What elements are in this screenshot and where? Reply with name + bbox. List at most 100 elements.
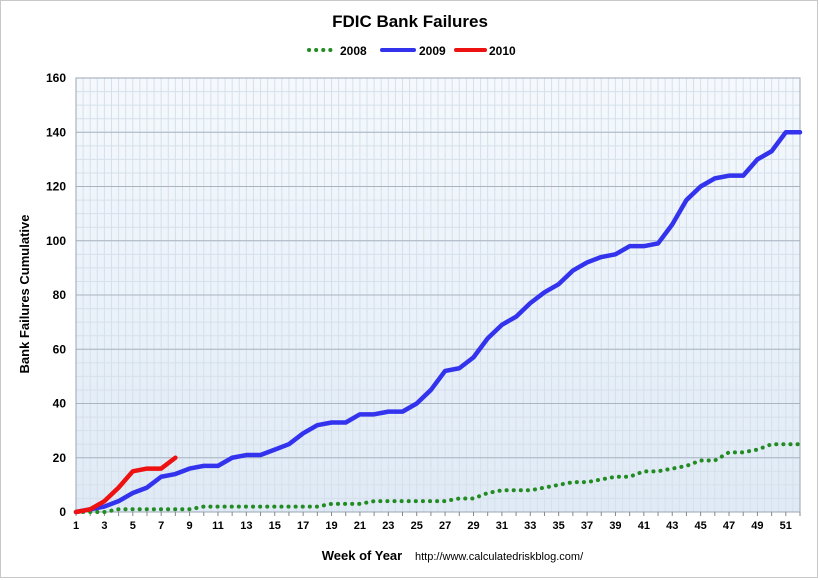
series-2008-point [800,444,801,445]
series-2009-point [104,506,105,507]
x-tick-label: 13 [240,520,252,532]
series-2008-point [274,506,275,507]
x-tick-label: 21 [354,520,366,532]
series-2009-point [615,254,616,255]
x-tick-label: 9 [187,520,193,532]
series-2008-point [544,487,545,488]
series-2009-line [73,130,803,515]
series-2008-point [601,479,602,480]
series-2008-point [743,452,744,453]
series-2008-point [615,476,616,477]
series-2008-point [757,449,758,450]
series-2009-point [544,292,545,293]
series-2009-point [771,151,772,152]
series-2009-point [757,159,758,160]
series-2010-point [104,501,105,502]
series-2009-point [189,468,190,469]
x-tick-label: 17 [297,520,309,532]
series-2008-point [700,460,701,461]
series-2008-point [90,512,91,513]
series-2009-point [800,132,801,133]
y-tick-label: 160 [46,71,66,85]
series-2010-point [76,512,77,513]
x-tick-label: 15 [269,520,281,532]
y-tick-label: 60 [53,342,67,356]
series-2008-point [345,503,346,504]
series-2009-point [729,175,730,176]
series-2008-point [587,482,588,483]
series-2009-point [530,303,531,304]
series-2008-point [232,506,233,507]
x-tick-label: 51 [780,520,792,532]
series-2009-point [416,403,417,404]
series-2008-point [629,476,630,477]
series-2008-point [317,506,318,507]
series-2008-point [175,509,176,510]
x-axis-ticks: 1 3 5 7 9 11 13 15 17 19 21 23 25 27 29 31 33 35 37 39 41 43 4… [73,512,801,532]
series-layer [73,130,803,515]
series-2009-point [686,200,687,201]
series-2008-point [672,468,673,469]
series-2008-point [388,501,389,502]
x-tick-label: 3 [101,520,107,532]
x-tick-label: 47 [723,520,735,532]
legend-2010-label: 2010 [489,44,516,58]
x-tick-label: 45 [695,520,707,532]
series-2008-point [146,509,147,510]
y-tick-label: 140 [46,125,66,139]
series-2010-point [118,487,119,488]
x-tick-label: 29 [467,520,479,532]
series-2009-point [303,433,304,434]
series-2009-point [445,370,446,371]
x-tick-label: 31 [496,520,508,532]
series-2009-point [430,389,431,390]
series-2009-point [700,186,701,187]
series-2009-point [274,449,275,450]
series-2008-line [74,442,802,514]
series-2008-point [189,509,190,510]
series-2010-point [161,468,162,469]
series-2009-point [132,493,133,494]
x-tick-label: 33 [524,520,536,532]
x-tick-label: 23 [382,520,394,532]
y-tick-label: 100 [46,234,66,248]
x-tick-label: 41 [638,520,650,532]
chart-title: FDIC Bank Failures [332,12,488,31]
series-2010-point [175,457,176,458]
x-tick-label: 5 [130,520,136,532]
series-2010-point [146,468,147,469]
series-2009-point [217,465,218,466]
x-tick-label: 11 [212,520,224,532]
series-2008-point [530,490,531,491]
series-2008-point [161,509,162,510]
series-2008-point [402,501,403,502]
series-2008-point [416,501,417,502]
series-2009-point [175,474,176,475]
legend-2008-label: 2008 [340,44,367,58]
y-tick-label: 0 [59,505,66,519]
series-2009-point [601,257,602,258]
series-2008-point [104,512,105,513]
y-axis-label: Bank Failures Cumulative [17,215,32,374]
y-axis-ticks: 0 20 40 60 80 100 120 140 160 [46,71,66,519]
series-2009-point [388,411,389,412]
series-2009-point [246,455,247,456]
series-2009-point [672,224,673,225]
series-2009-point [345,422,346,423]
series-2008-point [473,498,474,499]
series-2009-point [629,246,630,247]
series-2008-point [331,503,332,504]
x-tick-label: 35 [553,520,565,532]
series-2009-point [743,175,744,176]
series-2008-point [445,501,446,502]
series-2009-point [658,243,659,244]
series-2009-point [402,411,403,412]
legend: 2008 2009 2010 [307,44,516,58]
series-2008-point [643,471,644,472]
x-tick-label: 39 [609,520,621,532]
x-tick-label: 37 [581,520,593,532]
series-2008-point [430,501,431,502]
series-2009-point [260,455,261,456]
